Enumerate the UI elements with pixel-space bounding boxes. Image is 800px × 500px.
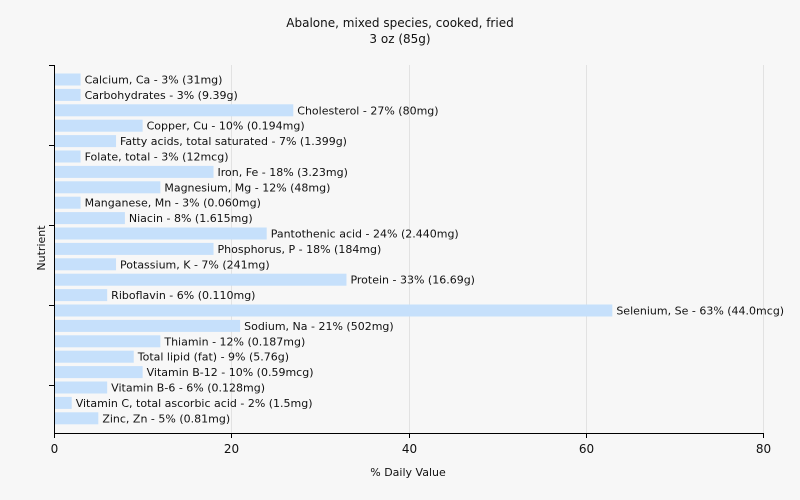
bar (55, 212, 125, 225)
x-tick-label: 0 (51, 442, 59, 456)
bar (55, 258, 117, 271)
bar-label: Iron, Fe - 18% (3.23mg) (218, 166, 348, 179)
bar-label: Niacin - 8% (1.615mg) (129, 212, 253, 225)
bar (55, 227, 267, 240)
bar-label: Cholesterol - 27% (80mg) (297, 104, 438, 117)
x-tick-label: 40 (402, 442, 417, 456)
bar (55, 135, 117, 148)
bar (55, 196, 81, 209)
bar-label: Carbohydrates - 3% (9.39g) (85, 89, 238, 102)
bars: Calcium, Ca - 3% (31mg) Carbohydrates - 3… (55, 73, 784, 425)
bar-label: Copper, Cu - 10% (0.194mg) (147, 120, 305, 133)
bar (55, 104, 294, 117)
bar-label: Folate, total - 3% (12mcg) (85, 151, 229, 164)
x-tick-label: 60 (579, 442, 594, 456)
grid-lines (231, 65, 764, 433)
bar (55, 88, 81, 101)
bar-label: Manganese, Mn - 3% (0.060mg) (85, 197, 261, 210)
bar (55, 335, 161, 348)
bar-label: Fatty acids, total saturated - 7% (1.399… (120, 135, 347, 148)
bar-label: Sodium, Na - 21% (502mg) (244, 320, 394, 333)
bar-label: Potassium, K - 7% (241mg) (120, 258, 270, 271)
bar-label: Selenium, Se - 63% (44.0mcg) (616, 305, 784, 318)
bar (55, 396, 72, 409)
bar-label: Vitamin B-12 - 10% (0.59mcg) (147, 366, 314, 379)
x-tick-label: 20 (224, 442, 239, 456)
bar-label: Vitamin B-6 - 6% (0.128mg) (111, 382, 265, 395)
bar (55, 242, 214, 255)
chart-title: Abalone, mixed species, cooked, fried (286, 16, 514, 30)
axes: 0 20 40 60 80 (49, 65, 771, 456)
bar-label: Magnesium, Mg - 12% (48mg) (164, 181, 330, 194)
bar (55, 319, 241, 332)
bar-label: Calcium, Ca - 3% (31mg) (85, 74, 223, 87)
bar (55, 165, 214, 178)
bar (55, 273, 347, 286)
bar-label: Vitamin C, total ascorbic acid - 2% (1.5… (76, 397, 313, 410)
x-tick-label: 80 (756, 442, 771, 456)
x-axis-title: % Daily Value (370, 466, 446, 479)
bar (55, 181, 161, 194)
bar (55, 381, 108, 394)
bar (55, 366, 143, 379)
bar-label: Pantothenic acid - 24% (2.440mg) (271, 228, 459, 241)
bar-label: Protein - 33% (16.69g) (350, 274, 475, 287)
bar-label: Phosphorus, P - 18% (184mg) (218, 243, 382, 256)
chart-title-block: Abalone, mixed species, cooked, fried 3 … (0, 15, 800, 47)
bar-label: Total lipid (fat) - 9% (5.76g) (137, 351, 289, 364)
bar (55, 150, 81, 163)
bar (55, 350, 134, 363)
bar-label: Riboflavin - 6% (0.110mg) (111, 289, 255, 302)
chart-subtitle: 3 oz (85g) (369, 32, 431, 46)
bar (55, 304, 613, 317)
bar (55, 412, 99, 425)
bar (55, 73, 81, 86)
bar (55, 289, 108, 302)
bar (55, 119, 143, 132)
bar-label: Zinc, Zn - 5% (0.81mg) (102, 412, 230, 425)
bar-label: Thiamin - 12% (0.187mg) (163, 335, 305, 348)
y-axis-title: Nutrient (35, 225, 48, 271)
